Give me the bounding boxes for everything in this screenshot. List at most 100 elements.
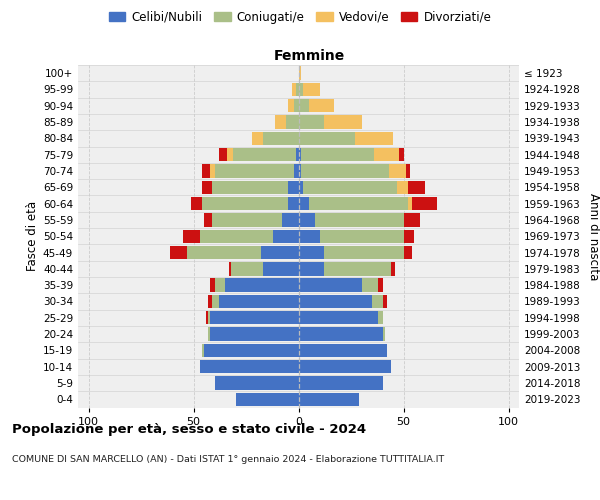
Bar [208, 295, 212, 308]
Bar [355, 132, 393, 145]
Bar [211, 311, 299, 324]
Bar [202, 180, 212, 194]
Bar [383, 295, 387, 308]
Bar [391, 262, 395, 276]
Bar [324, 116, 362, 129]
Bar [202, 344, 204, 357]
Bar [191, 197, 202, 210]
Bar [274, 230, 299, 243]
Bar [299, 116, 324, 129]
Legend: Celibi/Nubili, Coniugati/e, Vedovi/e, Divorziati/e: Celibi/Nubili, Coniugati/e, Vedovi/e, Di… [104, 6, 496, 28]
Bar [211, 278, 215, 292]
Bar [296, 83, 299, 96]
Bar [200, 360, 299, 374]
Bar [233, 148, 296, 162]
Bar [299, 180, 303, 194]
Bar [282, 214, 299, 226]
Bar [299, 278, 362, 292]
Bar [404, 246, 412, 259]
Bar [229, 262, 232, 276]
Bar [389, 164, 406, 177]
Bar [303, 83, 320, 96]
Bar [309, 197, 408, 210]
Bar [320, 230, 404, 243]
Bar [261, 246, 299, 259]
Bar [299, 66, 301, 80]
Bar [263, 132, 299, 145]
Bar [227, 148, 233, 162]
Bar [208, 311, 211, 324]
Bar [383, 328, 385, 341]
Bar [316, 214, 404, 226]
Bar [206, 311, 208, 324]
Bar [299, 376, 383, 390]
Bar [374, 148, 400, 162]
Bar [412, 197, 437, 210]
Bar [372, 295, 383, 308]
Bar [397, 180, 408, 194]
Bar [404, 230, 414, 243]
Bar [299, 99, 309, 112]
Bar [225, 278, 299, 292]
Bar [295, 164, 299, 177]
Text: COMUNE DI SAN MARCELLO (AN) - Dati ISTAT 1° gennaio 2024 - Elaborazione TUTTITAL: COMUNE DI SAN MARCELLO (AN) - Dati ISTAT… [12, 455, 444, 464]
Bar [288, 99, 295, 112]
Bar [299, 360, 391, 374]
Y-axis label: Anni di nascita: Anni di nascita [587, 192, 600, 280]
Bar [303, 180, 397, 194]
Bar [408, 197, 412, 210]
Bar [288, 197, 299, 210]
Bar [299, 214, 316, 226]
Bar [296, 148, 299, 162]
Bar [299, 311, 379, 324]
Bar [208, 328, 211, 341]
Bar [288, 180, 299, 194]
Bar [299, 392, 359, 406]
Bar [187, 246, 261, 259]
Bar [215, 164, 295, 177]
Bar [202, 197, 288, 210]
Bar [301, 148, 374, 162]
Bar [212, 180, 288, 194]
Text: Femmine: Femmine [274, 50, 344, 64]
Bar [299, 164, 301, 177]
Bar [211, 164, 215, 177]
Bar [362, 278, 379, 292]
Bar [404, 214, 421, 226]
Bar [212, 214, 282, 226]
Bar [215, 278, 225, 292]
Bar [204, 344, 299, 357]
Bar [299, 132, 355, 145]
Bar [211, 328, 299, 341]
Bar [299, 148, 301, 162]
Bar [299, 344, 387, 357]
Bar [204, 214, 212, 226]
Bar [299, 246, 324, 259]
Bar [212, 295, 219, 308]
Bar [406, 164, 410, 177]
Y-axis label: Fasce di età: Fasce di età [26, 201, 39, 272]
Bar [301, 164, 389, 177]
Bar [219, 295, 299, 308]
Bar [183, 230, 200, 243]
Bar [309, 99, 334, 112]
Bar [219, 148, 227, 162]
Bar [275, 116, 286, 129]
Bar [299, 328, 383, 341]
Bar [200, 230, 274, 243]
Bar [299, 83, 303, 96]
Bar [299, 197, 309, 210]
Bar [215, 376, 299, 390]
Bar [379, 278, 383, 292]
Bar [400, 148, 404, 162]
Bar [292, 83, 296, 96]
Bar [299, 262, 324, 276]
Bar [286, 116, 299, 129]
Bar [324, 262, 391, 276]
Bar [202, 164, 211, 177]
Text: Popolazione per età, sesso e stato civile - 2024: Popolazione per età, sesso e stato civil… [12, 422, 366, 436]
Bar [263, 262, 299, 276]
Bar [324, 246, 404, 259]
Bar [299, 295, 372, 308]
Bar [232, 262, 263, 276]
